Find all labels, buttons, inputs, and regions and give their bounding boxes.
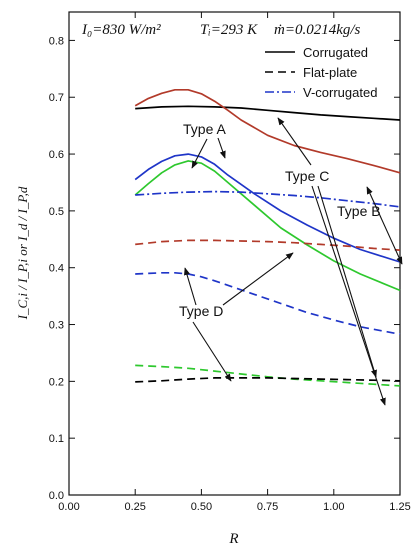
y-axis-label: I_C,i / I_P,i or I_d / I_P,d <box>15 186 30 320</box>
x-tick-label: 0.50 <box>191 501 212 513</box>
legend-label-flat-plate: Flat-plate <box>303 65 357 80</box>
series-line-4 <box>134 160 401 292</box>
arrow-type-c-1 <box>277 117 312 166</box>
annotation-type-a: Type A <box>183 121 226 137</box>
y-tick-label: 0.4 <box>49 263 64 275</box>
series-layer <box>134 88 401 387</box>
y-tick-label: 0.7 <box>49 92 64 104</box>
x-tick-label: 1.25 <box>389 501 410 513</box>
series-line-8 <box>135 364 401 387</box>
condition-irradiance: I₀=830 W/m² <box>81 22 161 38</box>
y-tick-label: 0.3 <box>49 320 64 332</box>
arrow-type-d-1 <box>184 267 197 306</box>
condition-temperature: Tᵢ=293 K <box>200 22 258 38</box>
axis-ticks: 0.00 0.25 0.50 0.75 1.00 1.25 0.0 0.1 0.2 0.3 0.4 0… <box>49 12 411 513</box>
y-tick-label: 0.8 <box>49 35 64 47</box>
x-tick-label: 1.00 <box>323 501 344 513</box>
arrow-type-c-3 <box>311 185 386 406</box>
arrow-type-d-3 <box>192 321 232 382</box>
annotation-type-c: Type C <box>285 168 329 184</box>
series-line-9 <box>135 377 401 383</box>
series-line-6 <box>135 239 401 251</box>
series-line-1 <box>135 105 401 121</box>
legend-label-v-corrugated: V-corrugated <box>303 85 377 100</box>
arrow-type-b <box>366 186 403 265</box>
annotation-type-d: Type D <box>179 303 223 319</box>
y-tick-label: 0.0 <box>49 490 64 502</box>
x-tick-label: 0.00 <box>58 501 79 513</box>
legend: Corrugated Flat-plate V-corrugated <box>265 45 377 100</box>
arrow-type-d-2 <box>222 252 294 306</box>
arrow-type-c-2 <box>317 185 377 378</box>
y-tick-label: 0.2 <box>49 376 64 388</box>
y-tick-label: 0.6 <box>49 149 64 161</box>
plot-area <box>68 11 401 496</box>
series-line-2 <box>134 88 401 174</box>
y-tick-label: 0.5 <box>49 206 64 218</box>
x-tick-label: 0.75 <box>257 501 278 513</box>
series-line-7 <box>135 271 401 336</box>
x-axis-label: R <box>228 531 238 547</box>
legend-label-corrugated: Corrugated <box>303 45 368 60</box>
y-tick-label: 0.1 <box>49 433 64 445</box>
annotation-arrows <box>184 117 403 406</box>
arrow-type-a-1 <box>217 137 226 159</box>
arrow-type-a-2 <box>191 138 208 169</box>
series-line-5 <box>135 190 401 208</box>
condition-mass-flow: ṁ=0.0214kg/s <box>274 22 361 38</box>
annotation-type-b: Type B <box>337 203 381 219</box>
series-line-3 <box>134 153 401 263</box>
x-tick-label: 0.25 <box>124 501 145 513</box>
